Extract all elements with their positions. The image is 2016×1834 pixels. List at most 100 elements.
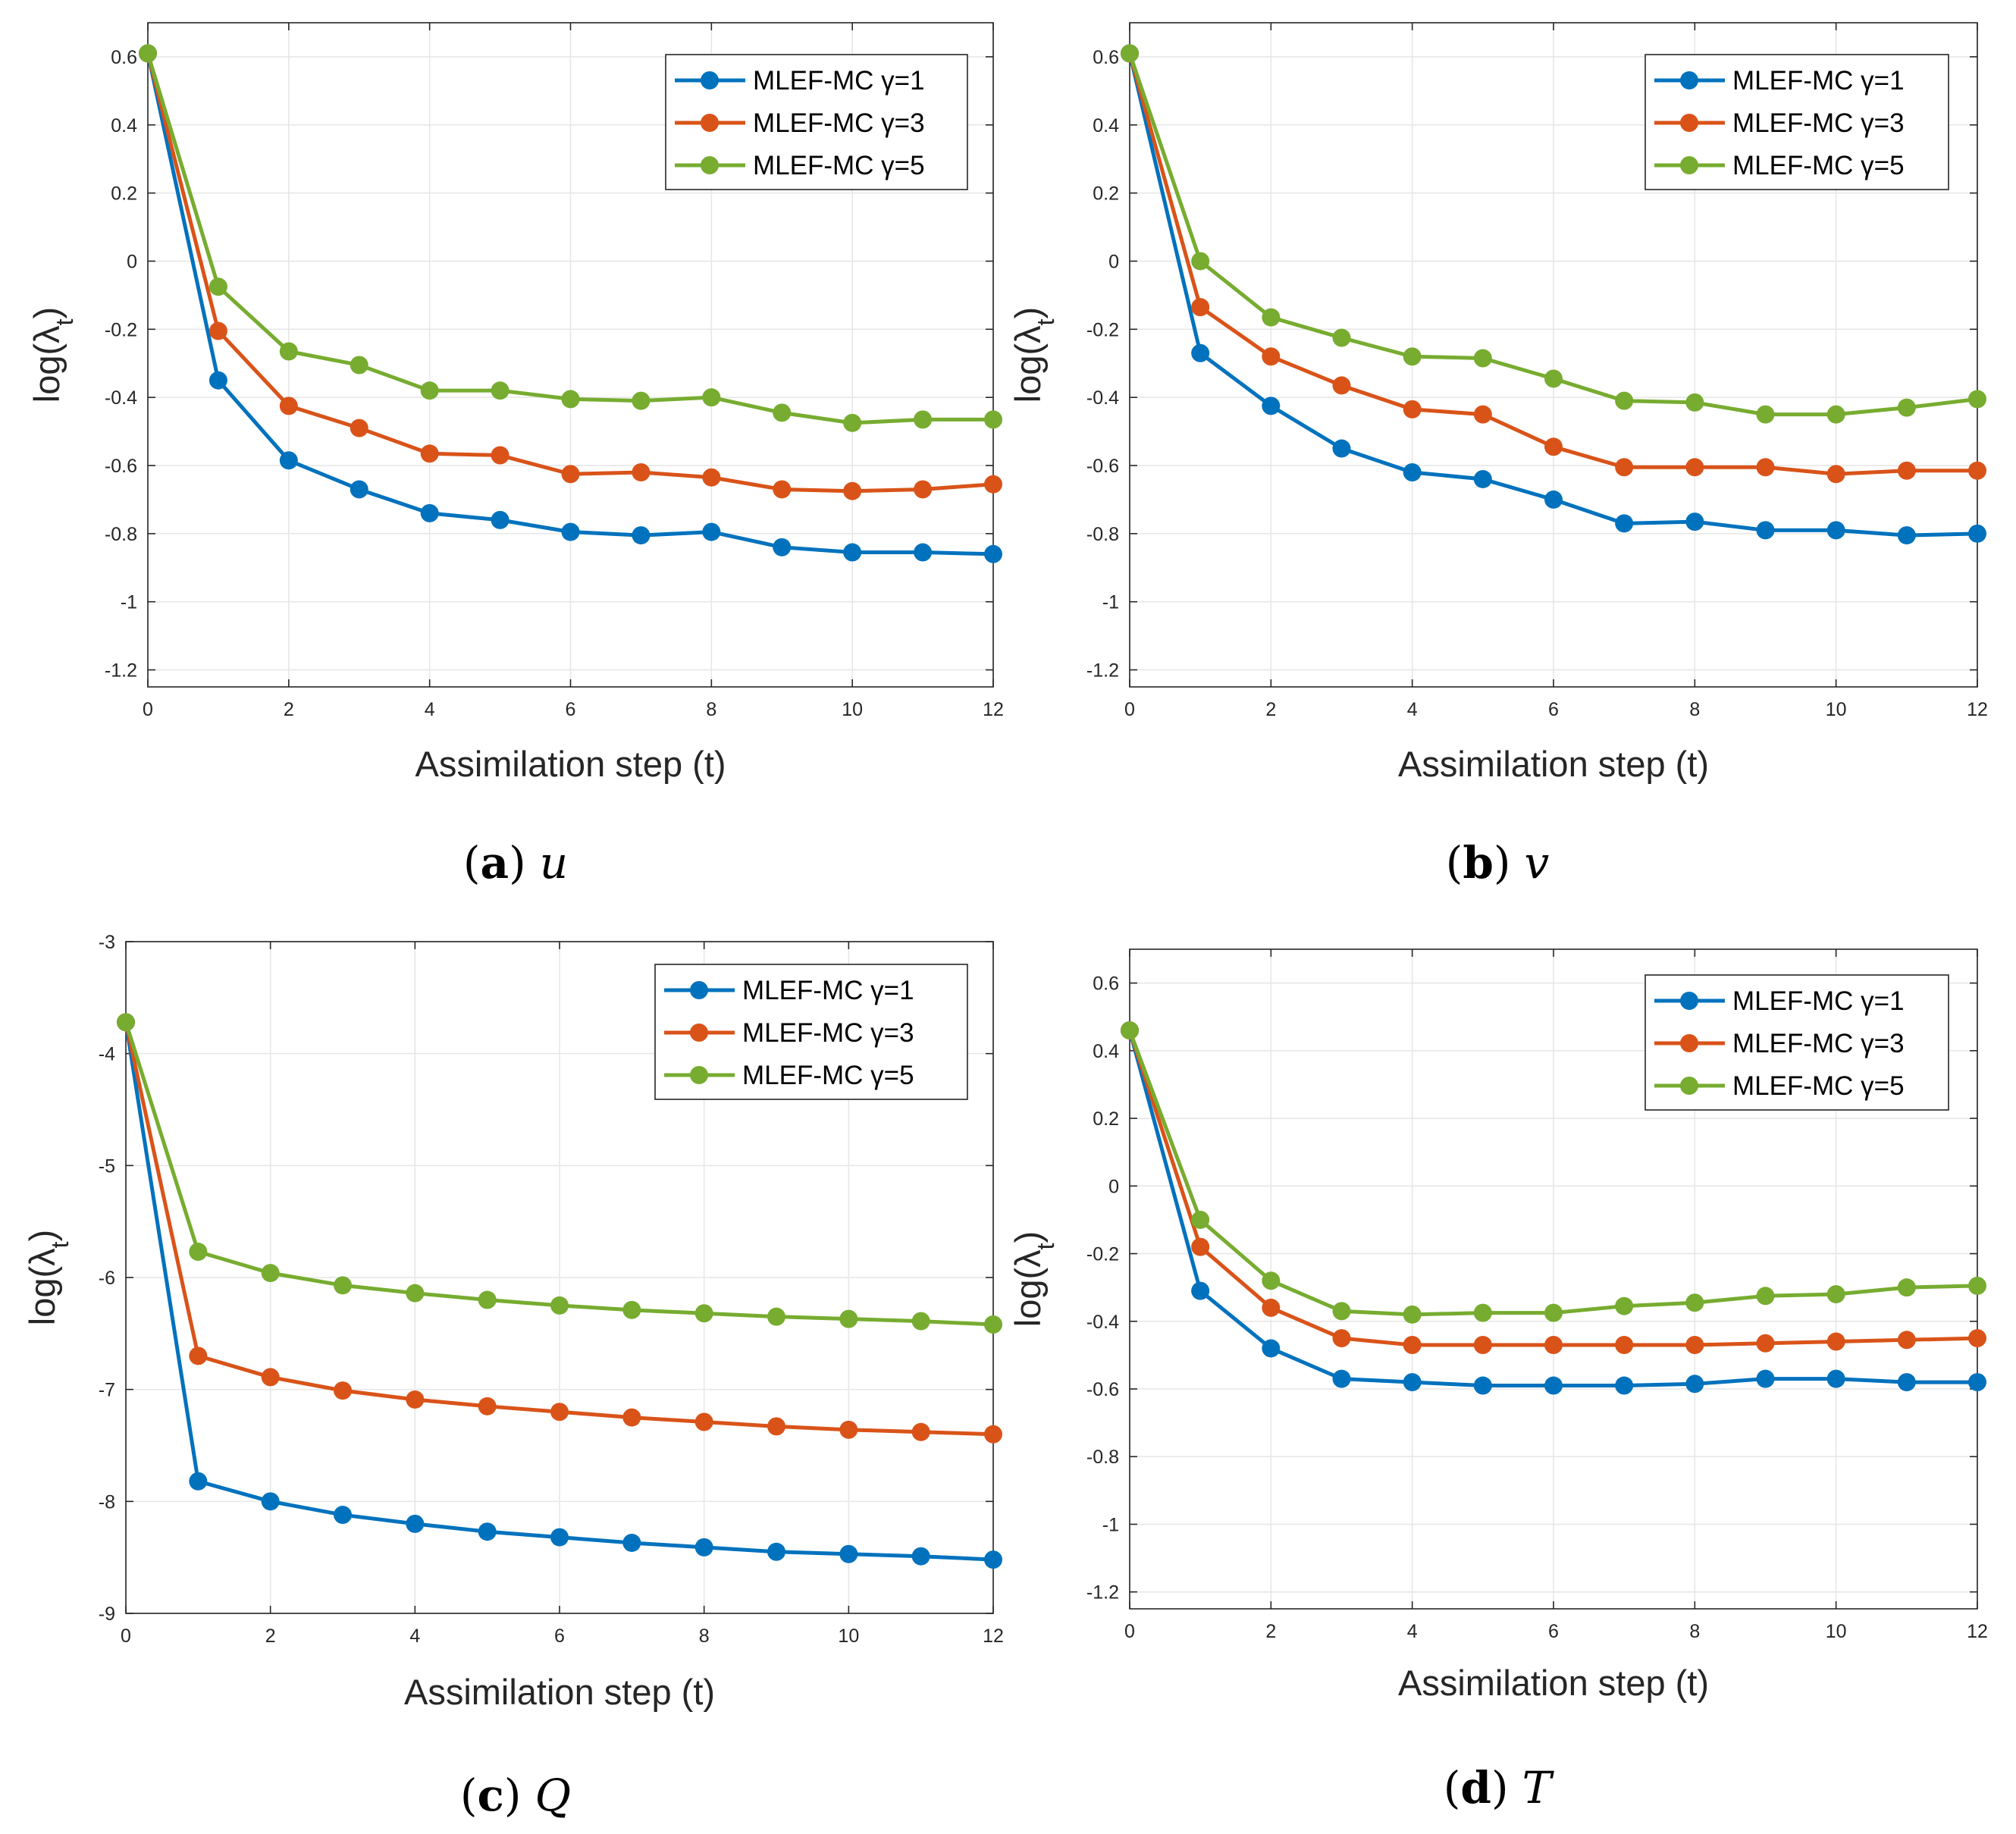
data-point-gamma3: [1685, 1336, 1704, 1354]
caption-close-paren: ): [509, 837, 526, 889]
data-point-gamma1: [702, 522, 721, 541]
caption-letter: d: [1460, 1762, 1491, 1814]
data-point-gamma1: [208, 371, 227, 390]
data-point-gamma1: [839, 1544, 858, 1563]
legend-entry: MLEF-MC γ=3: [1732, 1029, 1905, 1058]
y-tick-label: -0.6: [1086, 456, 1119, 477]
x-tick-label: 0: [1124, 699, 1135, 720]
x-tick-label: 2: [265, 1626, 276, 1647]
data-point-gamma5: [1473, 1303, 1492, 1322]
legend-marker-gamma1: [1680, 71, 1698, 89]
data-point-gamma5: [1968, 390, 1986, 409]
data-point-gamma5: [1121, 1021, 1139, 1040]
data-point-gamma1: [1615, 514, 1634, 533]
data-point-gamma3: [420, 444, 439, 463]
data-point-gamma5: [1403, 347, 1422, 366]
legend-entry: MLEF-MC γ=5: [1732, 1071, 1905, 1101]
y-tick-label: -0.2: [1086, 319, 1119, 340]
data-point-gamma1: [550, 1528, 569, 1547]
data-point-gamma3: [1615, 1336, 1634, 1354]
y-tick-label: -3: [99, 932, 115, 953]
data-point-gamma3: [1826, 1332, 1845, 1351]
data-point-gamma5: [1403, 1305, 1422, 1324]
y-axis-label-close: ): [27, 307, 67, 319]
legend-entry: MLEF-MC γ=1: [742, 976, 914, 1005]
data-point-gamma5: [1615, 391, 1634, 410]
data-point-gamma1: [622, 1533, 641, 1552]
x-axis-label: Assimilation step (t): [1398, 1663, 1709, 1703]
data-point-gamma3: [1897, 461, 1916, 480]
x-tick-label: 0: [121, 1626, 131, 1647]
x-tick-label: 10: [838, 1626, 859, 1647]
y-tick-label: -1: [1102, 592, 1119, 613]
legend-marker-gamma3: [701, 114, 719, 132]
y-tick-label: 0.4: [1093, 1041, 1119, 1062]
y-tick-label: -1: [121, 592, 137, 613]
data-point-gamma1: [632, 526, 651, 545]
x-tick-label: 12: [983, 699, 1004, 720]
y-tick-label: -0.8: [1086, 1447, 1119, 1468]
data-point-gamma5: [406, 1284, 425, 1303]
data-point-gamma5: [767, 1307, 785, 1326]
legend-entry: MLEF-MC γ=1: [1732, 66, 1905, 96]
data-point-gamma5: [1544, 369, 1563, 388]
legend-marker-gamma5: [690, 1066, 708, 1084]
data-point-gamma5: [1191, 252, 1210, 271]
y-tick-label: 0.2: [1093, 183, 1119, 205]
data-point-gamma1: [1685, 1375, 1704, 1394]
data-point-gamma3: [279, 397, 298, 415]
chart-panel-b: 0 2 4 6 8 10 12 0.6 0.4 0.2 0 -0.2 -0.4 -0.6 -0.8 -1 -1.…: [1008, 22, 1988, 889]
data-point-gamma1: [1897, 526, 1916, 545]
data-point-gamma5: [1615, 1296, 1634, 1315]
data-point-gamma1: [984, 544, 1002, 563]
data-point-gamma1: [1332, 439, 1351, 458]
data-point-gamma5: [1826, 1285, 1845, 1304]
y-axis-label-subscript: t: [1032, 1243, 1059, 1249]
data-point-gamma3: [208, 321, 227, 340]
y-tick-label: 0.6: [1093, 973, 1119, 995]
data-point-gamma3: [694, 1412, 713, 1431]
y-axis-label-main: log(λ: [22, 1248, 62, 1325]
y-tick-label: 0: [127, 251, 137, 272]
data-point-gamma1: [843, 543, 862, 562]
data-point-gamma5: [914, 410, 933, 429]
x-tick-label: 6: [1548, 699, 1559, 720]
data-point-gamma3: [1968, 461, 1986, 480]
data-point-gamma3: [1544, 1336, 1563, 1354]
legend-marker-gamma1: [690, 981, 708, 999]
y-tick-label: -1.2: [1086, 660, 1119, 682]
data-point-gamma3: [1473, 405, 1492, 424]
caption-close-paren: ): [504, 1770, 522, 1821]
x-tick-label: 0: [1124, 1621, 1135, 1642]
y-tick-label: -0.4: [105, 387, 137, 409]
data-point-gamma3: [911, 1422, 930, 1441]
data-point-gamma1: [406, 1514, 425, 1533]
x-tick-label: 4: [425, 699, 435, 720]
data-point-gamma5: [334, 1276, 352, 1295]
legend-marker-gamma5: [1680, 1077, 1698, 1095]
caption-open-paren: (: [1444, 1762, 1461, 1814]
data-point-gamma5: [1262, 308, 1281, 327]
y-tick-label: -1.2: [105, 660, 137, 682]
y-tick-label: 0.4: [111, 115, 137, 136]
legend-marker-gamma5: [701, 156, 719, 174]
data-point-gamma3: [334, 1381, 352, 1400]
y-tick-label: -5: [99, 1155, 115, 1177]
data-point-gamma3: [914, 480, 933, 499]
data-point-gamma3: [1756, 458, 1775, 477]
data-point-gamma1: [350, 480, 368, 499]
data-point-gamma3: [491, 446, 509, 465]
chart-panel-a: 0 2 4 6 8 10 12 0.6 0.4 0.2 0 -0.2 -0.4 -0.6 -0.8 -1 -1.…: [27, 22, 1004, 889]
x-tick-label: 12: [1967, 1621, 1988, 1642]
panel-caption: (d) T: [1444, 1762, 1555, 1814]
y-axis-label: log(λt): [22, 1230, 74, 1325]
y-tick-label: -0.2: [105, 319, 137, 340]
y-axis-label: log(λt): [1008, 307, 1059, 403]
y-tick-label: -0.4: [1086, 387, 1119, 409]
legend-entry: MLEF-MC γ=5: [753, 151, 925, 180]
legend-marker-gamma1: [1680, 992, 1698, 1010]
x-tick-label: 0: [143, 699, 153, 720]
y-axis-label-subscript: t: [1032, 318, 1059, 325]
y-axis-label-close: ): [1008, 307, 1048, 319]
